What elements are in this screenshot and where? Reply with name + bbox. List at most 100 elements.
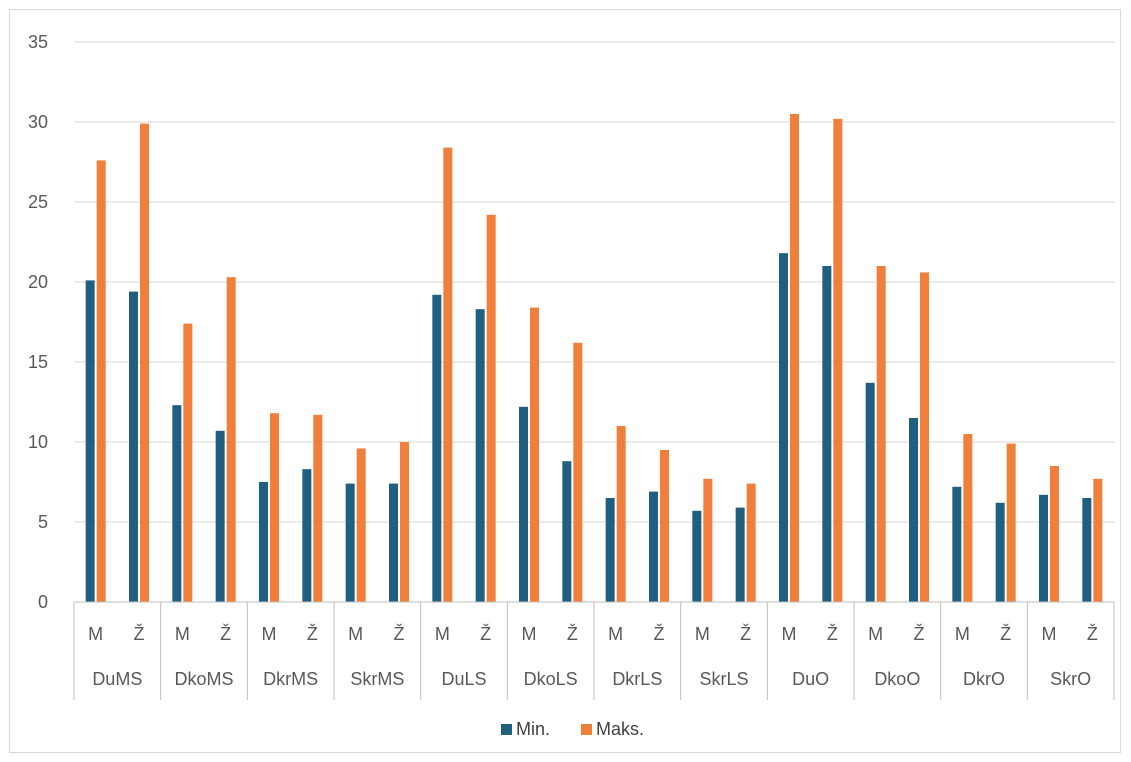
bar-min	[1039, 494, 1048, 602]
y-tick-label: 10	[28, 432, 48, 452]
legend-label: Maks.	[596, 719, 644, 739]
bar-maks	[963, 434, 973, 602]
bar-maks	[486, 214, 496, 603]
bar-maks	[226, 277, 236, 602]
y-tick-label: 15	[28, 352, 48, 372]
legend-swatch	[501, 724, 512, 735]
bar-maks	[920, 272, 929, 602]
bar-min	[562, 461, 572, 602]
bar-min	[779, 253, 788, 602]
legend-swatch	[581, 724, 592, 735]
x-subcategory-label: M	[348, 624, 363, 644]
x-subcategory-label: M	[88, 624, 103, 644]
x-subcategory-label: M	[868, 624, 883, 644]
bar-min	[129, 291, 138, 602]
y-tick-label: 25	[28, 192, 48, 212]
x-subcategory-label: Ž	[827, 624, 838, 644]
bar-min	[259, 482, 268, 602]
x-subcategory-label: M	[435, 624, 450, 644]
y-tick-label: 35	[28, 32, 48, 52]
x-subcategory-label: Ž	[1087, 624, 1098, 644]
bar-maks	[183, 323, 193, 602]
bar-maks	[356, 448, 366, 602]
bar-maks	[530, 307, 539, 602]
x-subcategory-label: M	[175, 624, 190, 644]
legend: Min. Maks.	[501, 719, 644, 739]
bar-maks	[703, 478, 713, 602]
y-tick-label: 0	[38, 592, 48, 612]
bar-min	[432, 294, 442, 602]
bar-min	[649, 491, 658, 602]
bar-min	[692, 510, 702, 602]
bar-min	[865, 382, 875, 602]
bars	[85, 114, 1103, 603]
bar-min	[735, 507, 745, 602]
bar-min	[215, 430, 225, 602]
bar-maks	[140, 123, 149, 602]
bar-min	[995, 502, 1005, 602]
y-tick-label: 30	[28, 112, 48, 132]
bar-maks	[313, 414, 323, 602]
bar-maks	[790, 114, 799, 602]
bar-min	[909, 418, 918, 602]
x-group-label: SkrLS	[699, 669, 748, 689]
y-tick-label: 20	[28, 272, 48, 292]
x-subcategory-label: M	[262, 624, 277, 644]
x-subcategory-label: M	[608, 624, 623, 644]
bar-maks	[96, 160, 106, 602]
x-subcategory-label: Ž	[654, 624, 665, 644]
bar-min	[345, 483, 355, 602]
bar-maks	[660, 450, 669, 602]
bar-min	[172, 405, 182, 602]
bar-maks	[876, 266, 886, 602]
bar-maks	[616, 426, 626, 602]
x-subcategory-label: Ž	[394, 624, 405, 644]
x-group-label: SkrO	[1050, 669, 1091, 689]
x-axis: M Ž DuMS M Ž DkoMS M Ž DkrMS M Ž SkrMS M Ž DuLS M Ž DkoLS…	[73, 601, 1115, 700]
x-subcategory-label: Ž	[307, 624, 318, 644]
y-axis-ticks: 0 5 10 15 20 25 30 35	[28, 32, 48, 612]
bar-maks	[270, 413, 279, 602]
x-group-label: DkrMS	[263, 669, 318, 689]
bar-maks	[1006, 443, 1016, 602]
x-subcategory-label: Ž	[567, 624, 578, 644]
legend-label: Min.	[516, 719, 550, 739]
x-group-label: DuO	[792, 669, 829, 689]
y-tick-label: 5	[38, 512, 48, 532]
x-subcategory-label: M	[695, 624, 710, 644]
x-group-label: DkrLS	[612, 669, 662, 689]
bar-maks	[746, 483, 756, 602]
bar-min	[605, 498, 615, 602]
bar-maks	[443, 147, 453, 602]
x-group-label: DkoLS	[524, 669, 578, 689]
chart-container: M Ž DuMS M Ž DkoMS M Ž DkrMS M Ž SkrMS M Ž DuLS M Ž DkoLS…	[9, 9, 1121, 753]
x-group-label: DuMS	[92, 669, 142, 689]
x-subcategory-label: Ž	[1000, 624, 1011, 644]
x-subcategory-label: Ž	[740, 624, 751, 644]
bar-maks	[400, 442, 409, 602]
x-subcategory-label: Ž	[914, 624, 925, 644]
bar-min	[952, 486, 962, 602]
x-subcategory-label: M	[522, 624, 537, 644]
x-group-label: DuLS	[441, 669, 486, 689]
x-subcategory-label: M	[782, 624, 797, 644]
x-group-label: DkoMS	[174, 669, 233, 689]
x-group-label: SkrMS	[350, 669, 404, 689]
bar-min	[475, 309, 485, 602]
bar-maks	[1093, 478, 1103, 602]
x-subcategory-label: M	[1042, 624, 1057, 644]
bar-min	[519, 406, 528, 602]
x-subcategory-label: Ž	[134, 624, 145, 644]
bar-maks	[573, 342, 583, 602]
x-subcategory-label: Ž	[220, 624, 231, 644]
bar-min	[302, 469, 312, 602]
x-group-label: DkrO	[963, 669, 1005, 689]
x-group-label: DkoO	[874, 669, 920, 689]
gridlines	[74, 41, 1114, 523]
bar-min	[389, 483, 398, 602]
bar-min	[85, 280, 95, 602]
x-subcategory-label: Ž	[480, 624, 491, 644]
bar-min	[1082, 498, 1092, 602]
x-subcategory-label: M	[955, 624, 970, 644]
bar-maks	[1050, 466, 1059, 602]
